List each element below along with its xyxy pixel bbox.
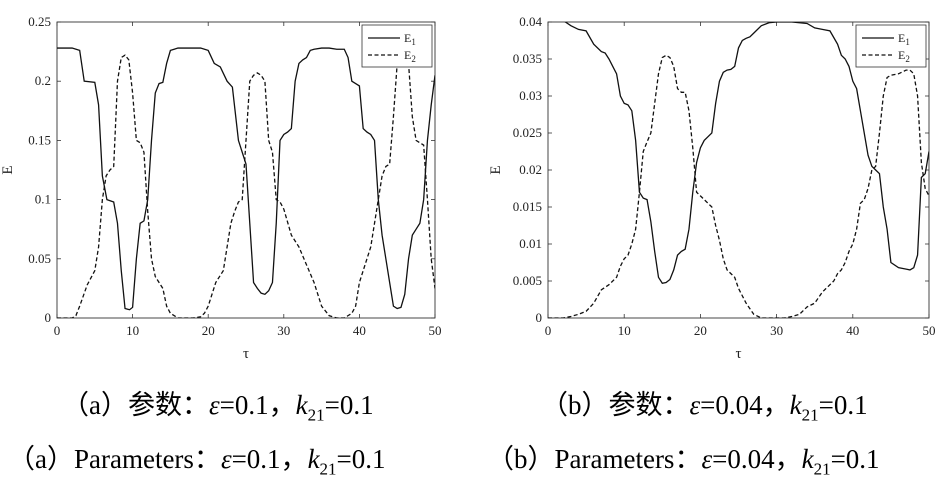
x-tick-label-a: 30 <box>277 323 290 338</box>
caption-a-cn-k: k <box>295 390 308 420</box>
series-line-e1-b <box>564 22 929 284</box>
caption-b-cn-eps: ε <box>689 390 701 420</box>
x-tick-label-b: 40 <box>846 323 859 338</box>
caption-a-en-k: k <box>307 444 320 474</box>
caption-b-cn: （b）参数：ε=0.04，k21=0.1 <box>541 390 868 425</box>
caption-b-cn-prefix: （b）参数： <box>541 390 690 420</box>
y-tick-label-a: 0.05 <box>28 251 51 266</box>
caption-a-en-eps: ε <box>220 444 232 474</box>
caption-b-cn-k-value: =0.1 <box>818 390 868 420</box>
plot-frame-a <box>56 21 436 319</box>
y-tick-label-a: 0.2 <box>35 73 51 88</box>
caption-a-cn-prefix: （a）参数： <box>62 390 209 420</box>
legend-label-e2-a: E2 <box>404 48 416 64</box>
series-line-e2-a <box>57 54 435 318</box>
caption-b-cn-k: k <box>789 390 802 420</box>
x-tick-label-b: 20 <box>694 323 707 338</box>
caption-b-en-k-value: =0.1 <box>830 444 880 474</box>
x-tick-label-b: 0 <box>545 323 552 338</box>
caption-a-cn-eps-value: =0.1， <box>219 390 296 420</box>
caption-b-en-k-sub: 21 <box>813 459 831 479</box>
caption-a-cn-k-sub: 21 <box>307 405 325 425</box>
legend-box-a <box>361 24 433 68</box>
caption-a-en: （a）Parameters：ε=0.1，k21=0.1 <box>8 444 386 479</box>
x-tick-label-a: 10 <box>126 323 139 338</box>
y-tick-label-b: 0.025 <box>513 125 542 140</box>
y-tick-label-b: 0 <box>536 310 543 325</box>
caption-b-en-eps: ε <box>701 444 713 474</box>
y-tick-label-b: 0.03 <box>519 88 542 103</box>
caption-a-cn-k-value: =0.1 <box>324 390 374 420</box>
caption-a-en-k-value: =0.1 <box>336 444 386 474</box>
legend-label-e1-b: E1 <box>898 31 910 47</box>
y-axis-label-b: E <box>488 165 504 174</box>
legend-label-e1-a: E1 <box>404 31 416 47</box>
y-tick-label-a: 0.25 <box>28 14 51 29</box>
caption-b-en-prefix: （b）Parameters： <box>487 444 702 474</box>
y-tick-label-a: 0.1 <box>35 192 51 207</box>
caption-b-en: （b）Parameters：ε=0.04，k21=0.1 <box>487 444 880 479</box>
caption-a-cn-eps: ε <box>208 390 220 420</box>
x-tick-label-b: 50 <box>923 323 936 338</box>
x-tick-label-a: 20 <box>202 323 215 338</box>
caption-b-en-k: k <box>801 444 814 474</box>
y-tick-label-b: 0.04 <box>519 14 542 29</box>
caption-b-en-eps-value: =0.04， <box>712 444 802 474</box>
x-tick-label-a: 0 <box>54 323 61 338</box>
caption-b-cn-eps-value: =0.04， <box>700 390 790 420</box>
caption-b-cn-k-sub: 21 <box>801 405 819 425</box>
legend-box-b <box>855 24 927 68</box>
y-tick-label-b: 0.01 <box>519 236 542 251</box>
caption-a-cn: （a）参数：ε=0.1，k21=0.1 <box>62 390 374 425</box>
y-tick-label-b: 0.005 <box>513 273 542 288</box>
x-tick-label-a: 50 <box>429 323 442 338</box>
caption-a-en-eps-value: =0.1， <box>231 444 308 474</box>
y-tick-label-a: 0 <box>45 310 52 325</box>
series-line-e1-a <box>57 47 435 311</box>
x-axis-label-b: τ <box>735 346 741 362</box>
legend-label-e2-b: E2 <box>898 48 910 64</box>
caption-a-en-k-sub: 21 <box>319 459 337 479</box>
x-axis-label-a: τ <box>243 346 249 362</box>
y-axis-label-a: E <box>0 165 16 174</box>
y-tick-label-b: 0.02 <box>519 162 542 177</box>
x-tick-label-a: 40 <box>353 323 366 338</box>
x-tick-label-b: 10 <box>618 323 631 338</box>
caption-a-en-prefix: （a）Parameters： <box>8 444 221 474</box>
y-tick-label-b: 0.015 <box>513 199 542 214</box>
x-tick-label-b: 30 <box>770 323 783 338</box>
series-line-e2-b <box>548 54 929 318</box>
y-tick-label-b: 0.035 <box>513 51 542 66</box>
y-tick-label-a: 0.15 <box>28 132 51 147</box>
chart-b: 0 10 20 30 40 50 0 0.005 0.01 0.015 0.02 0.025 0.03 0… <box>488 14 936 362</box>
